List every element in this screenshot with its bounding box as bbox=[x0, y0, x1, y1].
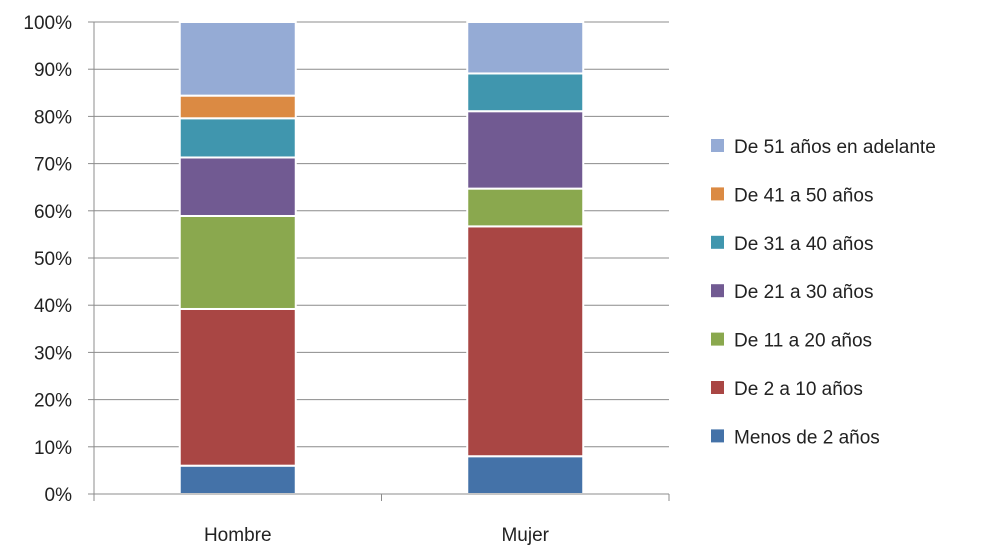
y-tick-label: 20% bbox=[34, 391, 72, 412]
legend-label: De 31 a 40 años bbox=[734, 234, 873, 255]
bar-segment bbox=[178, 117, 297, 159]
bar-segment bbox=[466, 225, 585, 458]
x-category-label: Mujer bbox=[501, 525, 549, 546]
bar-segment bbox=[466, 110, 585, 190]
legend-swatch bbox=[711, 284, 724, 298]
legend-swatch bbox=[711, 187, 724, 201]
bar-segment bbox=[178, 214, 297, 310]
legend-swatch bbox=[711, 235, 724, 249]
legend-label: De 2 a 10 años bbox=[734, 379, 863, 400]
bar-segment bbox=[466, 187, 585, 228]
bar-segment bbox=[466, 21, 585, 75]
y-tick-label: 80% bbox=[34, 107, 72, 128]
bar-segment bbox=[178, 464, 297, 495]
y-tick-label: 100% bbox=[23, 13, 72, 34]
legend-label: De 51 años en adelante bbox=[734, 137, 936, 158]
legend-label: De 41 a 50 años bbox=[734, 185, 873, 206]
bar-segment bbox=[466, 455, 585, 495]
legend-swatch bbox=[711, 381, 724, 394]
axes bbox=[88, 21, 670, 501]
bar-segment bbox=[178, 21, 297, 97]
legend-label: Menos de 2 años bbox=[734, 427, 880, 448]
y-tick-label: 40% bbox=[34, 296, 72, 317]
y-tick-label: 70% bbox=[34, 155, 72, 176]
legend-label: De 21 a 30 años bbox=[734, 282, 873, 303]
bar-segment bbox=[178, 307, 297, 467]
y-tick-label: 10% bbox=[34, 438, 72, 459]
legend-swatch bbox=[711, 429, 724, 443]
x-axis-category-labels: Hombre Mujer bbox=[204, 525, 550, 546]
y-tick-label: 60% bbox=[34, 202, 72, 223]
bar-segment bbox=[178, 156, 297, 217]
y-axis-tick-labels: 0% 10% 20% 30% 40% 50% 60% 70% 80% 90% 100% bbox=[23, 13, 72, 506]
bar-stacks bbox=[178, 21, 585, 495]
y-tick-label: 30% bbox=[34, 343, 72, 364]
bar-segment bbox=[178, 94, 297, 120]
legend-swatch bbox=[711, 332, 724, 346]
y-tick-label: 90% bbox=[34, 60, 72, 81]
y-tick-label: 0% bbox=[45, 485, 73, 506]
legend-label: De 11 a 20 años bbox=[734, 331, 872, 352]
x-category-label: Hombre bbox=[204, 525, 272, 546]
legend: De 51 años en adelante De 41 a 50 años De … bbox=[711, 137, 936, 448]
legend-swatch bbox=[711, 139, 724, 152]
y-tick-label: 50% bbox=[34, 249, 72, 270]
bar-segment bbox=[466, 72, 585, 113]
